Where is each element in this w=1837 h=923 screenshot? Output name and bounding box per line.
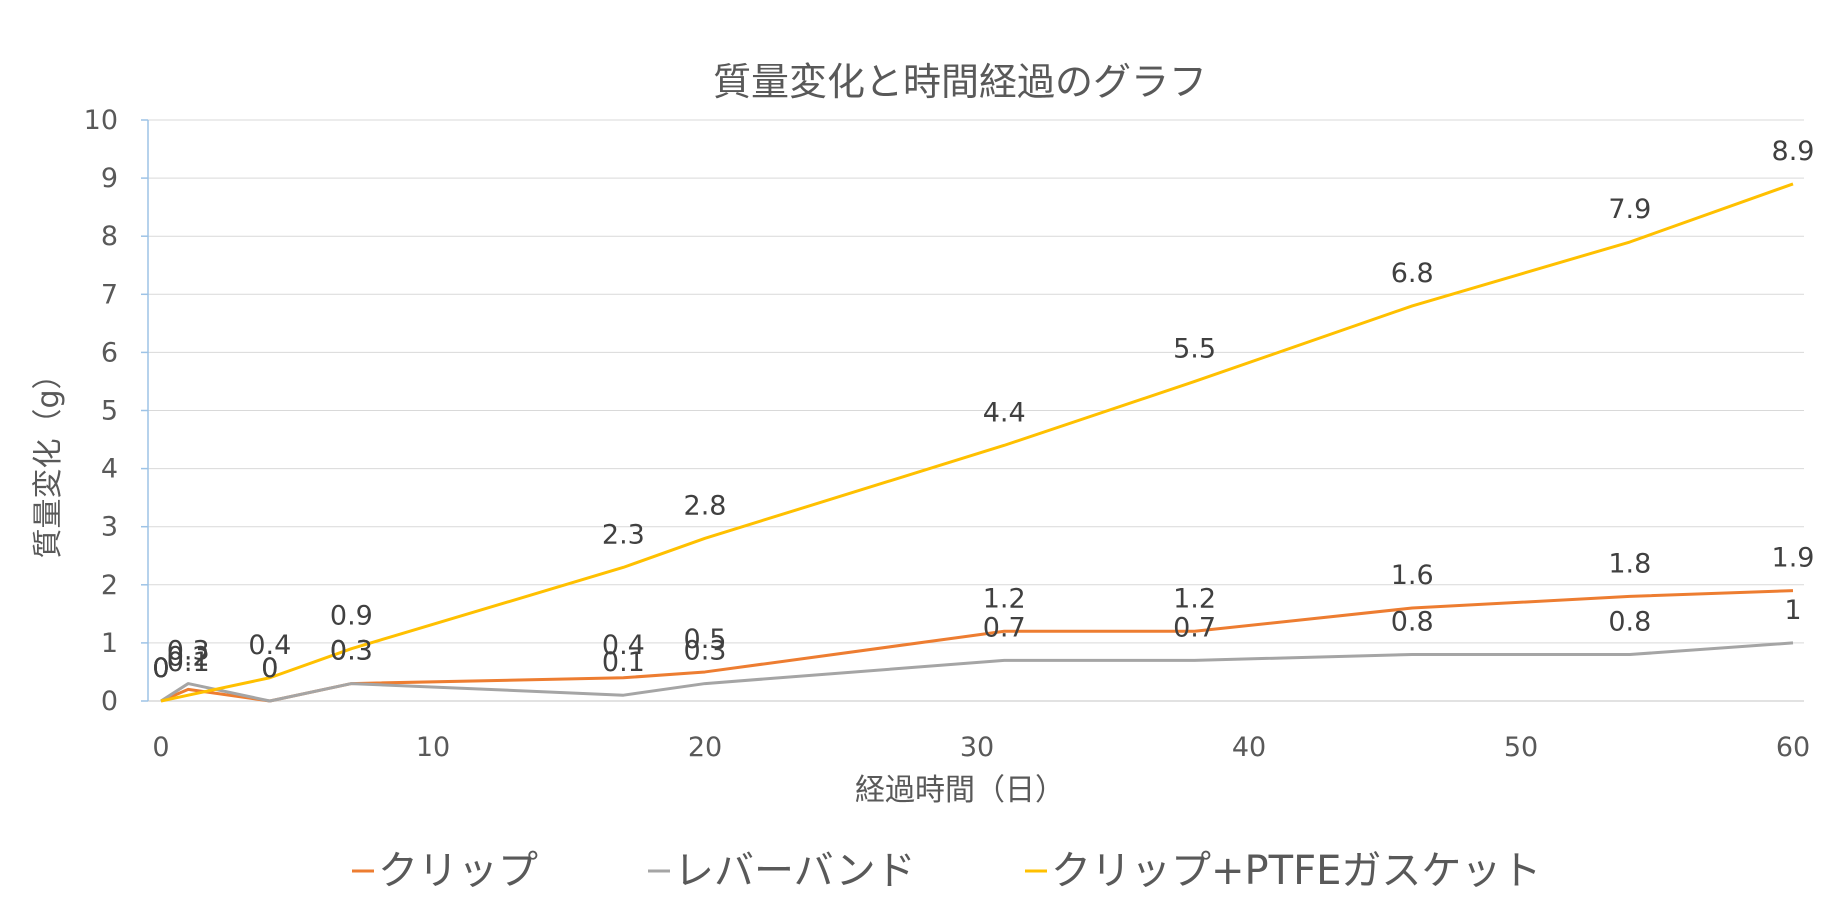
- data-label: 0: [152, 653, 169, 684]
- x-tick-label: 50: [1504, 732, 1538, 763]
- y-tick-label: 1: [101, 628, 118, 659]
- x-tick-label: 60: [1776, 732, 1810, 763]
- data-label: 0.3: [684, 636, 727, 667]
- data-label: 0.8: [1608, 607, 1651, 638]
- x-tick-label: 30: [960, 732, 994, 763]
- data-label: 0.4: [602, 630, 645, 661]
- data-label: 0.3: [330, 636, 373, 667]
- data-label: 0: [261, 653, 278, 684]
- data-label: 0: [261, 653, 278, 684]
- data-label: 0.4: [248, 630, 291, 661]
- data-label: 0.3: [330, 636, 373, 667]
- y-tick-label: 2: [101, 570, 118, 601]
- chart-title: 質量変化と時間経過のグラフ: [713, 60, 1207, 104]
- y-tick-label: 0: [101, 686, 118, 717]
- data-label: 1.6: [1391, 560, 1434, 591]
- gridlines: [148, 119, 1804, 644]
- data-label: 0.2: [167, 641, 210, 672]
- y-tick-label: 7: [101, 279, 118, 310]
- y-tick-label: 8: [101, 221, 118, 252]
- data-label: 0: [152, 653, 169, 684]
- y-tick-label: 9: [101, 163, 118, 194]
- x-tick-label: 20: [688, 732, 722, 763]
- x-tick-label: 0: [152, 732, 169, 763]
- data-label: 5.5: [1173, 333, 1216, 364]
- series-lines: [160, 182, 1794, 703]
- legend-label: レバーバンド: [674, 848, 916, 894]
- data-label: 8.9: [1772, 136, 1815, 167]
- x-tick-label: 40: [1232, 732, 1266, 763]
- data-label: 0: [152, 653, 169, 684]
- data-label: 0.3: [167, 636, 210, 667]
- data-label: 1.9: [1772, 543, 1815, 574]
- data-label: 0.5: [684, 624, 727, 655]
- data-label: 0.1: [167, 647, 210, 678]
- data-label: 0.7: [983, 612, 1026, 643]
- data-label: 7.9: [1608, 194, 1651, 225]
- x-axis-title: 経過時間（日）: [855, 773, 1065, 808]
- data-labels: 00.2 00.3 0.4 0.51.2 1.21.6 1.8 1.900.300.3 0.1…: [152, 136, 1814, 684]
- data-label: 0.1: [602, 647, 645, 678]
- x-tick-label: 10: [416, 732, 450, 763]
- series-line-1: [160, 589, 1794, 703]
- data-label: 1.2: [1173, 583, 1216, 614]
- y-tick-label: 3: [101, 512, 118, 543]
- series-line-2: [160, 641, 1794, 703]
- data-label: 2.8: [684, 490, 727, 521]
- data-label: 1.2: [983, 583, 1026, 614]
- legend: クリップ レバーバンド クリップ+PTFEガスケット: [352, 848, 1541, 894]
- data-label: 1.8: [1608, 548, 1651, 579]
- legend-label: クリップ: [378, 848, 538, 894]
- y-tick-label: 5: [101, 396, 118, 427]
- data-label: 0.7: [1173, 612, 1216, 643]
- y-tick-label: 10: [84, 105, 118, 136]
- legend-label: クリップ+PTFEガスケット: [1051, 848, 1541, 894]
- data-label: 6.8: [1391, 258, 1434, 289]
- data-label: 2.3: [602, 519, 645, 550]
- y-axis-title: 質量変化（g）: [31, 359, 66, 558]
- data-label: 0.9: [330, 601, 373, 632]
- y-tick-label: 6: [101, 337, 118, 368]
- data-label: 4.4: [983, 397, 1026, 428]
- data-label: 1: [1784, 595, 1801, 626]
- y-tick-label: 4: [101, 454, 118, 485]
- data-label: 0.8: [1391, 607, 1434, 638]
- series-line-3: [160, 182, 1794, 703]
